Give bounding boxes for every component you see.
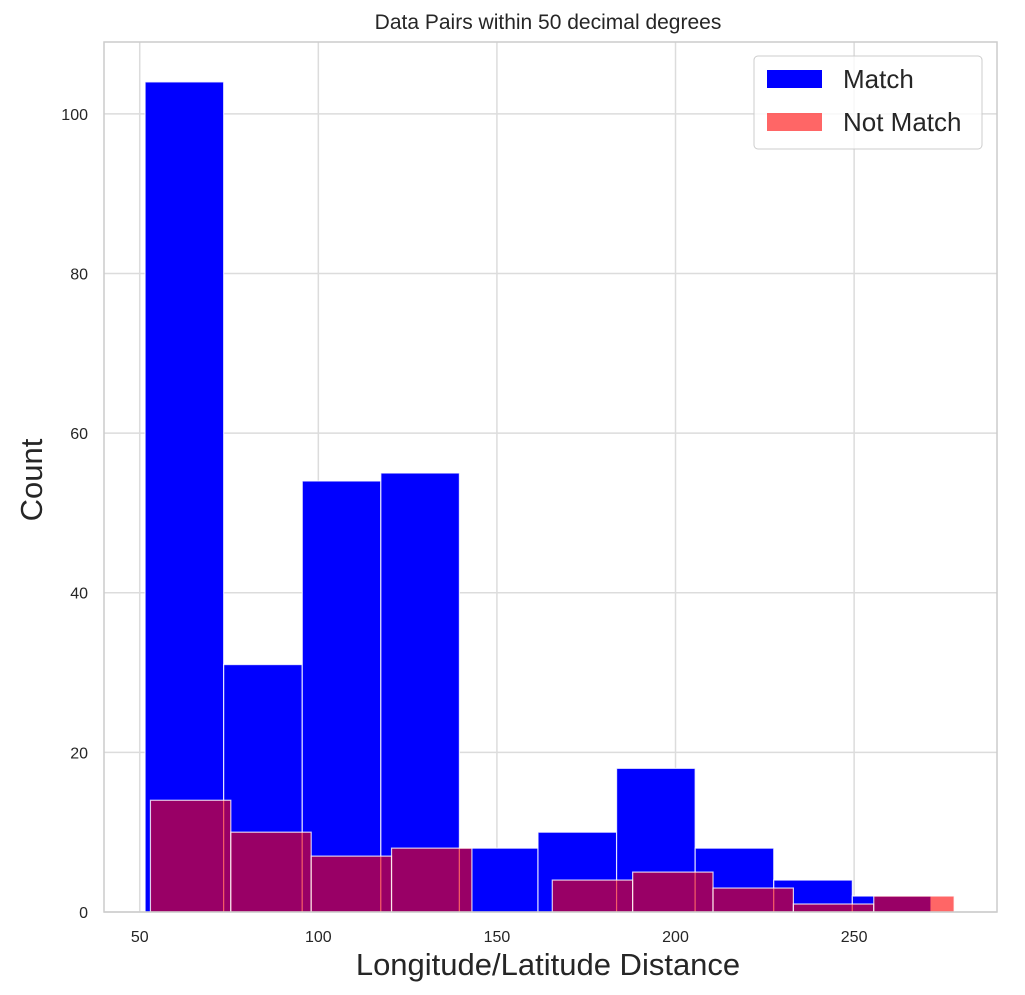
legend-label-not-match: Not Match bbox=[843, 107, 962, 137]
y-tick-label: 40 bbox=[70, 586, 88, 603]
histogram-bar-match bbox=[301, 480, 382, 913]
legend-swatch-not-match bbox=[767, 113, 822, 131]
legend: Match Not Match bbox=[753, 55, 983, 150]
chart-title: Data Pairs within 50 decimal degrees bbox=[375, 11, 722, 34]
histogram-bar-not-match bbox=[230, 831, 312, 913]
y-tick-label: 0 bbox=[79, 905, 88, 922]
histogram-bar-not-match bbox=[712, 887, 794, 913]
x-tick-label: 50 bbox=[131, 929, 149, 946]
plot-border bbox=[103, 41, 998, 913]
histogram-bar-not-match bbox=[632, 871, 714, 913]
histogram-bar-not-match bbox=[551, 879, 634, 913]
legend-swatch-match bbox=[767, 70, 822, 88]
x-tick-label: 250 bbox=[841, 929, 868, 946]
histogram-bar-not-match bbox=[310, 855, 393, 913]
y-tick-label: 100 bbox=[61, 107, 88, 124]
tick-labels: 50 100 150 200 250 0 20 40 60 80 100 bbox=[61, 107, 867, 946]
x-tick-label: 150 bbox=[484, 929, 511, 946]
histogram-bar-not-match bbox=[873, 895, 955, 913]
y-tick-label: 20 bbox=[70, 745, 88, 762]
histogram-bars bbox=[144, 81, 955, 913]
x-tick-label: 100 bbox=[305, 929, 332, 946]
y-tick-label: 60 bbox=[70, 426, 88, 443]
y-tick-label: 80 bbox=[70, 266, 88, 283]
histogram-bar-not-match bbox=[149, 799, 232, 913]
plot-frame bbox=[103, 41, 998, 913]
legend-label-match: Match bbox=[843, 64, 914, 94]
x-axis-label: Longitude/Latitude Distance bbox=[356, 947, 740, 982]
histogram-bar-not-match bbox=[390, 847, 473, 913]
y-axis-label: Count bbox=[14, 438, 49, 521]
histogram-bar-match bbox=[380, 472, 461, 913]
histogram-bar-not-match bbox=[792, 903, 875, 913]
histogram-bar-match bbox=[144, 81, 225, 913]
x-tick-label: 200 bbox=[662, 929, 689, 946]
